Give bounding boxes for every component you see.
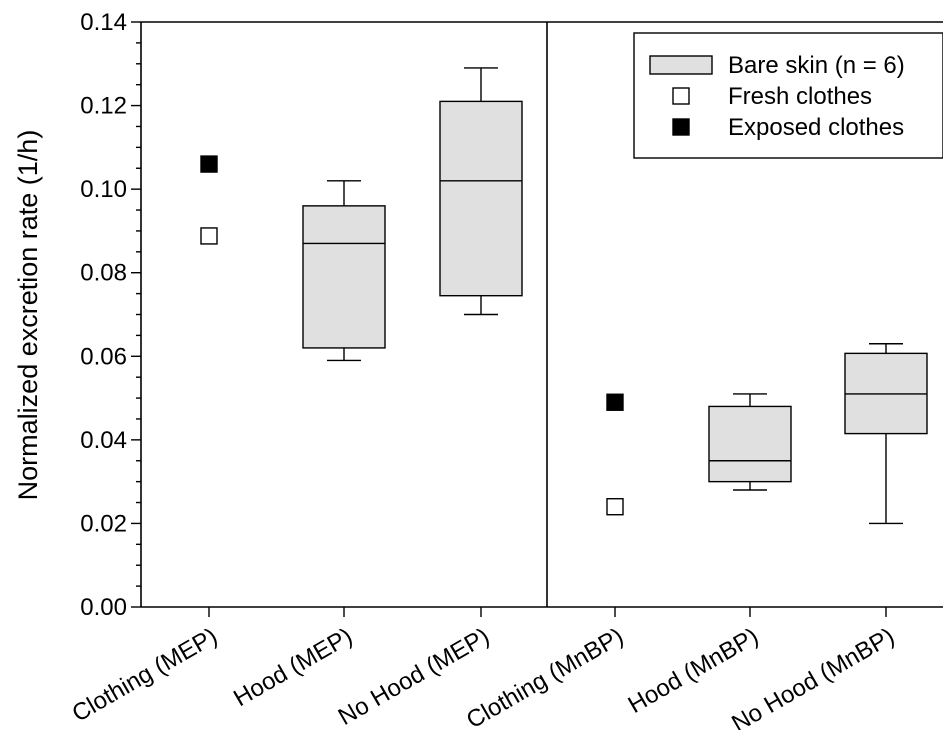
- box-3: [439, 67, 523, 316]
- legend-label: Exposed clothes: [728, 114, 904, 141]
- box-5: [708, 393, 792, 491]
- x-tick-label: Clothing (MEP): [68, 623, 222, 728]
- box-body: [708, 405, 792, 483]
- legend-exposed-swatch: [672, 118, 690, 136]
- box-body: [439, 100, 523, 297]
- box-2: [302, 180, 386, 362]
- y-tick-label: 0.08: [80, 260, 127, 287]
- box-body: [302, 205, 386, 349]
- legend-label: Fresh clothes: [728, 83, 872, 110]
- y-axis-ticks: 0.00 0.02 0.04 0.06 0.08 0.10 0.12 0.14: [80, 9, 141, 621]
- legend-box-swatch: [649, 55, 713, 75]
- legend-fresh-swatch: [672, 87, 690, 105]
- y-axis-label: Normalized excretion rate (1/h): [13, 130, 43, 501]
- fresh-clothes-marker: [606, 498, 624, 516]
- legend: Bare skin (n = 6) Fresh clothes Exposed cl…: [633, 32, 943, 159]
- y-tick-label: 0.02: [80, 510, 127, 537]
- fresh-clothes-marker: [200, 227, 218, 245]
- exposed-clothes-marker: [200, 155, 218, 173]
- y-tick-label: 0.12: [80, 93, 127, 120]
- x-axis-ticks: Clothing (MEP) Hood (MEP)No Hood (MEP)Clo…: [68, 607, 899, 730]
- plot-marks: [200, 67, 928, 525]
- exposed-clothes-marker: [606, 393, 624, 411]
- box-6: [844, 343, 928, 525]
- y-tick-label: 0.14: [80, 9, 127, 36]
- legend-label: Bare skin (n = 6): [728, 52, 905, 79]
- x-tick-label: Hood (MEP): [229, 623, 357, 712]
- y-tick-label: 0.06: [80, 343, 127, 370]
- y-tick-label: 0.00: [80, 594, 127, 621]
- y-tick-label: 0.04: [80, 427, 127, 454]
- y-tick-label: 0.10: [80, 176, 127, 203]
